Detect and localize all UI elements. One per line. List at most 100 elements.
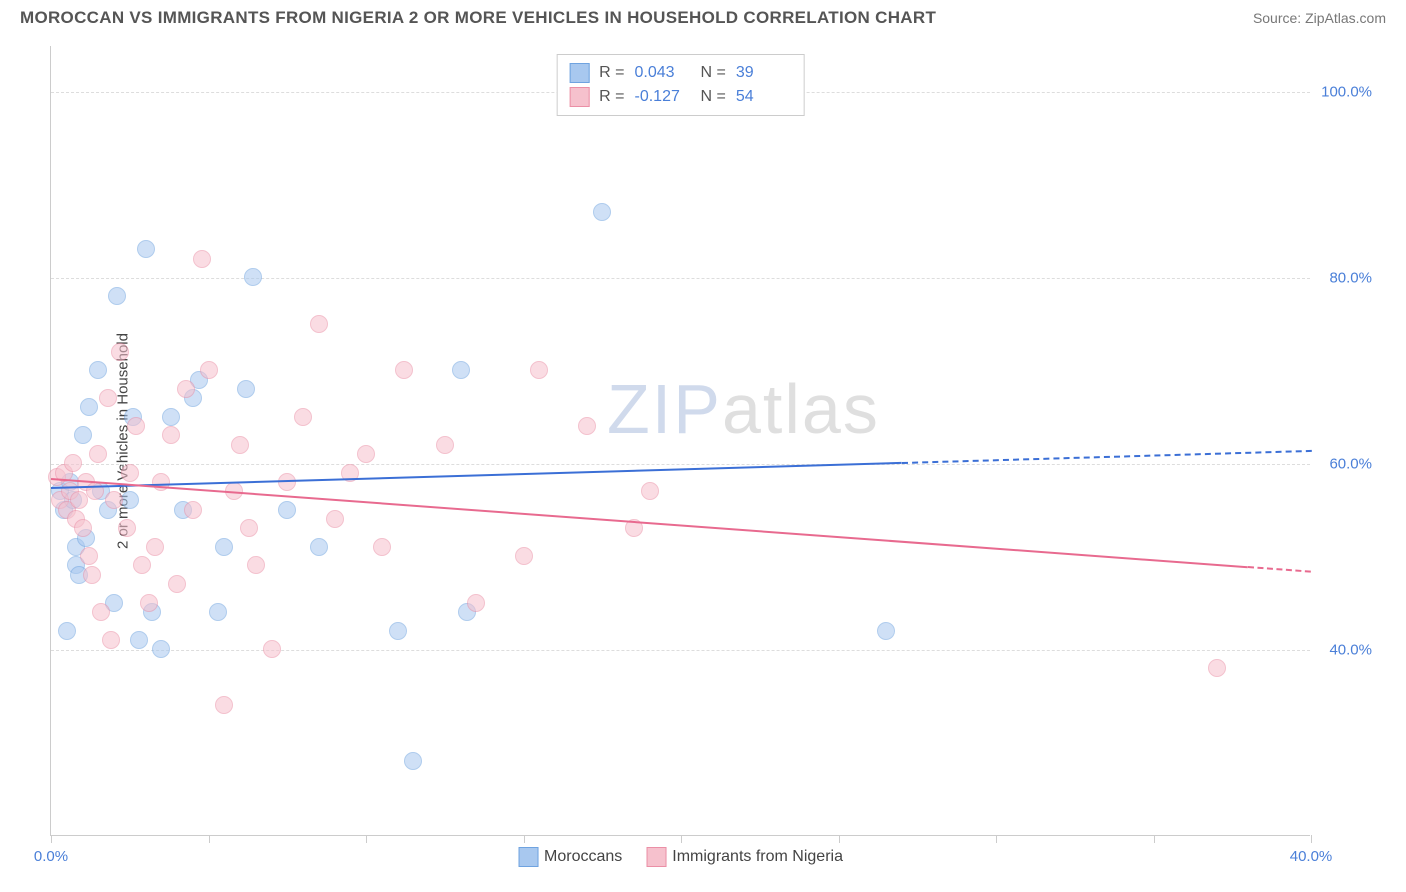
data-point [89, 445, 107, 463]
chart-header: MOROCCAN VS IMMIGRANTS FROM NIGERIA 2 OR… [0, 0, 1406, 32]
data-point [215, 538, 233, 556]
plot-area: ZIPatlas R =0.043N =39R =-0.127N =54 Mor… [50, 46, 1310, 836]
watermark-atlas: atlas [722, 370, 880, 448]
legend-r-label: R = [599, 64, 624, 82]
series-legend: Moroccans Immigrants from Nigeria [518, 847, 843, 867]
x-tick [1154, 835, 1155, 843]
data-point [530, 361, 548, 379]
legend-n-label: N = [701, 64, 726, 82]
data-point [184, 501, 202, 519]
data-point [92, 603, 110, 621]
y-tick-label: 40.0% [1329, 642, 1372, 659]
data-point [74, 519, 92, 537]
x-tick [996, 835, 997, 843]
data-point [121, 491, 139, 509]
data-point [118, 519, 136, 537]
legend-row: R =0.043N =39 [569, 61, 792, 85]
data-point [99, 389, 117, 407]
data-point [467, 594, 485, 612]
data-point [310, 315, 328, 333]
data-point [310, 538, 328, 556]
y-tick-label: 100.0% [1321, 84, 1372, 101]
data-point [877, 622, 895, 640]
data-point [80, 398, 98, 416]
x-tick [1311, 835, 1312, 843]
correlation-legend: R =0.043N =39R =-0.127N =54 [556, 54, 805, 116]
data-point [152, 640, 170, 658]
data-point [357, 445, 375, 463]
x-tick [524, 835, 525, 843]
legend-r-label: R = [599, 88, 624, 106]
data-point [326, 510, 344, 528]
data-point [121, 464, 139, 482]
data-point [127, 417, 145, 435]
data-point [137, 240, 155, 258]
data-point [177, 380, 195, 398]
data-point [200, 361, 218, 379]
data-point [111, 343, 129, 361]
watermark-zip: ZIP [607, 370, 722, 448]
legend-r-value: 0.043 [635, 64, 691, 82]
x-tick [681, 835, 682, 843]
y-tick-label: 60.0% [1329, 456, 1372, 473]
data-point [515, 547, 533, 565]
data-point [373, 538, 391, 556]
data-point [215, 696, 233, 714]
gridline [51, 278, 1310, 279]
trend-line-extrapolated [901, 450, 1311, 464]
legend-n-value: 54 [736, 88, 792, 106]
legend-r-value: -0.127 [635, 88, 691, 106]
data-point [74, 426, 92, 444]
trend-line [51, 462, 902, 489]
chart-title: MOROCCAN VS IMMIGRANTS FROM NIGERIA 2 OR… [20, 8, 936, 28]
legend-n-label: N = [701, 88, 726, 106]
data-point [130, 631, 148, 649]
x-tick [209, 835, 210, 843]
data-point [294, 408, 312, 426]
data-point [240, 519, 258, 537]
gridline [51, 464, 1310, 465]
data-point [105, 491, 123, 509]
series-legend-label: Immigrants from Nigeria [672, 848, 843, 865]
legend-swatch [518, 847, 538, 867]
data-point [1208, 659, 1226, 677]
x-tick [366, 835, 367, 843]
data-point [436, 436, 454, 454]
data-point [231, 436, 249, 454]
legend-swatch [569, 63, 589, 83]
gridline [51, 650, 1310, 651]
data-point [452, 361, 470, 379]
source-attribution: Source: ZipAtlas.com [1253, 10, 1386, 26]
data-point [140, 594, 158, 612]
data-point [168, 575, 186, 593]
legend-swatch [646, 847, 666, 867]
data-point [578, 417, 596, 435]
series-legend-item: Immigrants from Nigeria [646, 847, 843, 867]
data-point [244, 268, 262, 286]
data-point [641, 482, 659, 500]
series-legend-item: Moroccans [518, 847, 622, 867]
data-point [162, 426, 180, 444]
data-point [247, 556, 265, 574]
data-point [209, 603, 227, 621]
x-tick [839, 835, 840, 843]
data-point [58, 622, 76, 640]
data-point [146, 538, 164, 556]
data-point [80, 547, 98, 565]
series-legend-label: Moroccans [544, 848, 622, 865]
data-point [593, 203, 611, 221]
data-point [404, 752, 422, 770]
data-point [278, 501, 296, 519]
legend-swatch [569, 87, 589, 107]
data-point [263, 640, 281, 658]
data-point [102, 631, 120, 649]
watermark: ZIPatlas [607, 369, 880, 449]
data-point [193, 250, 211, 268]
data-point [83, 566, 101, 584]
data-point [108, 287, 126, 305]
data-point [389, 622, 407, 640]
x-tick-label: 40.0% [1290, 848, 1333, 865]
x-tick-label: 0.0% [34, 848, 68, 865]
trend-line-extrapolated [1248, 566, 1311, 573]
data-point [133, 556, 151, 574]
